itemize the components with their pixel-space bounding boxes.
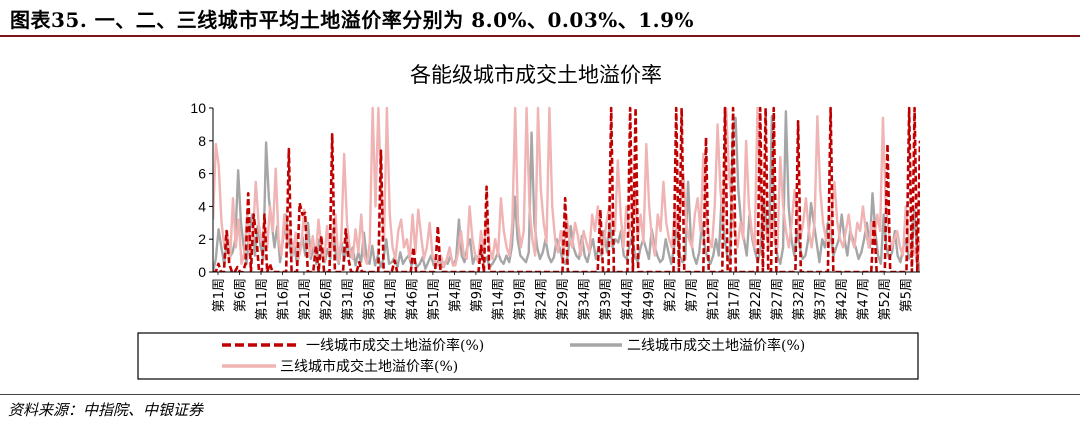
x-tick-label: 第49周 <box>642 278 657 321</box>
x-tick-label: 第32周 <box>792 278 807 321</box>
y-tick-label: 2 <box>198 231 206 247</box>
y-tick-label: 4 <box>198 198 206 214</box>
series-line-2 <box>213 110 920 272</box>
x-tick-label: 第46周 <box>405 278 420 321</box>
x-tick-label: 第5周 <box>900 278 915 312</box>
source-note: 资料来源：中指院、中银证券 <box>8 401 204 419</box>
x-tick-label: 第36周 <box>362 278 377 321</box>
legend-label-2: 二线城市成交土地溢价率(%) <box>627 337 805 354</box>
x-tick-label: 第39周 <box>599 278 614 321</box>
y-tick-label: 10 <box>190 100 206 116</box>
x-tick-label: 第19周 <box>513 278 528 321</box>
legend-box <box>137 332 919 380</box>
y-tick-label: 6 <box>198 166 206 182</box>
series-line-1 <box>213 106 920 272</box>
x-tick-label: 第6周 <box>234 278 249 312</box>
y-tick-label: 0 <box>198 264 206 280</box>
y-tick-label: 8 <box>198 133 206 149</box>
x-tick-label: 第51周 <box>427 278 442 321</box>
x-tick-label: 第14周 <box>491 278 506 321</box>
x-tick-label: 第7周 <box>685 278 700 312</box>
x-tick-label: 第31周 <box>341 278 356 321</box>
legend-label-1: 一线城市成交土地溢价率(%) <box>306 337 484 354</box>
x-tick-label: 第4周 <box>448 278 463 312</box>
x-tick-label: 第52周 <box>878 278 893 321</box>
x-tick-label: 第17周 <box>728 278 743 321</box>
x-tick-label: 第9周 <box>470 278 485 312</box>
figure-title: 图表35. 一、二、三线城市平均土地溢价率分别为 8.0%、0.03%、1.9% <box>10 8 695 32</box>
x-tick-label: 第1周 <box>212 278 227 312</box>
x-tick-label: 第24周 <box>534 278 549 321</box>
x-tick-label: 第16周 <box>277 278 292 321</box>
x-tick-label: 第37周 <box>814 278 829 321</box>
x-tick-label: 第41周 <box>384 278 399 321</box>
chart-title: 各能级城市成交土地溢价率 <box>410 63 662 87</box>
x-tick-label: 第27周 <box>771 278 786 321</box>
source-rule <box>0 394 1080 395</box>
x-tick-label: 第29周 <box>556 278 571 321</box>
x-tick-label: 第34周 <box>577 278 592 321</box>
legend-label-3: 三线城市成交土地溢价率(%) <box>280 358 458 375</box>
x-tick-label: 第22周 <box>749 278 764 321</box>
x-tick-label: 第26周 <box>319 278 334 321</box>
legend: 一线城市成交土地溢价率(%) 二线城市成交土地溢价率(%) 三线城市成交土地溢价率(… <box>137 332 919 380</box>
x-tick-label: 第12周 <box>706 278 721 321</box>
axes: 0 2 4 6 8 10 第1周 第6周 第11周 第16周 第21周 第26周 第31周 第36周 第41… <box>190 100 920 321</box>
x-tick-label: 第47周 <box>857 278 872 321</box>
plot-area <box>213 106 920 272</box>
x-tick-label: 第11周 <box>255 278 270 321</box>
x-tick-label: 第44周 <box>620 278 635 321</box>
x-tick-label: 第21周 <box>298 278 313 321</box>
title-rule <box>0 35 1080 37</box>
x-tick-label: 第2周 <box>663 278 678 312</box>
x-tick-label: 第42周 <box>835 278 850 321</box>
